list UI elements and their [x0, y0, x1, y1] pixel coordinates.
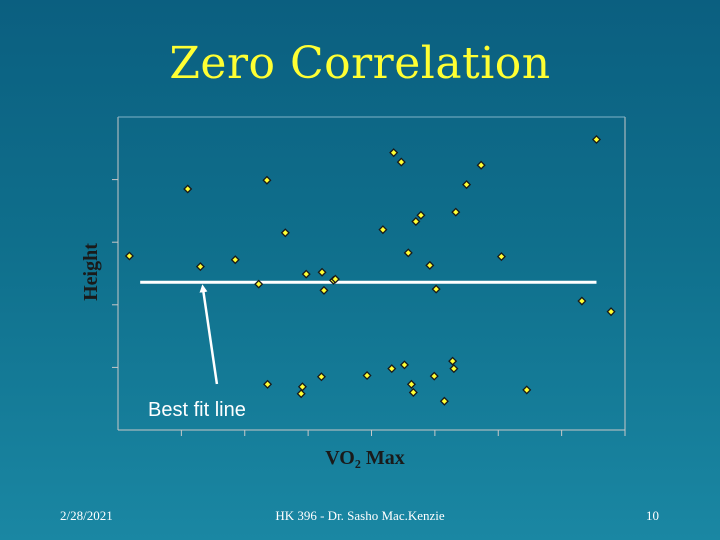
data-point	[462, 180, 472, 190]
data-point	[439, 396, 449, 406]
best-fit-annotation: Best fit line	[148, 399, 246, 421]
data-point	[449, 364, 459, 374]
data-point	[496, 252, 506, 262]
data-point	[230, 255, 240, 265]
slide-title: Zero Correlation	[169, 38, 551, 89]
data-point	[280, 228, 290, 238]
x-axis-label: VO₂ Max	[325, 447, 404, 469]
data-point	[577, 296, 587, 306]
data-point	[316, 372, 326, 382]
data-point	[301, 269, 311, 279]
data-point	[263, 379, 273, 389]
data-point	[411, 217, 421, 227]
footer-course: HK 396 - Dr. Sasho Mac.Kenzie	[275, 508, 445, 523]
data-point	[399, 360, 409, 370]
data-point	[183, 184, 193, 194]
data-point	[195, 262, 205, 272]
data-point	[403, 248, 413, 258]
data-point	[416, 210, 426, 220]
data-point	[476, 160, 486, 170]
data-point	[591, 135, 602, 145]
data-point	[378, 225, 388, 235]
data-point	[431, 284, 441, 294]
data-point	[448, 356, 458, 366]
data-point	[522, 385, 532, 395]
data-point	[330, 274, 340, 284]
data-point	[387, 364, 397, 374]
data-point	[408, 387, 418, 397]
data-point	[362, 371, 372, 381]
data-point	[254, 279, 264, 289]
annotation-arrow	[199, 284, 219, 385]
data-point	[406, 379, 416, 389]
data-point	[396, 157, 406, 167]
data-point	[429, 371, 439, 381]
data-point	[317, 267, 327, 277]
data-point	[319, 285, 329, 295]
footer-page-number: 10	[646, 508, 659, 523]
data-point	[297, 382, 307, 392]
footer-date: 2/28/2021	[60, 508, 113, 523]
y-axis-label: Height	[80, 243, 102, 301]
data-point	[124, 251, 134, 261]
data-point	[451, 207, 461, 217]
data-point	[606, 307, 616, 317]
data-point	[389, 148, 399, 158]
data-point	[425, 260, 435, 270]
data-point	[296, 389, 306, 399]
data-point	[262, 175, 272, 185]
